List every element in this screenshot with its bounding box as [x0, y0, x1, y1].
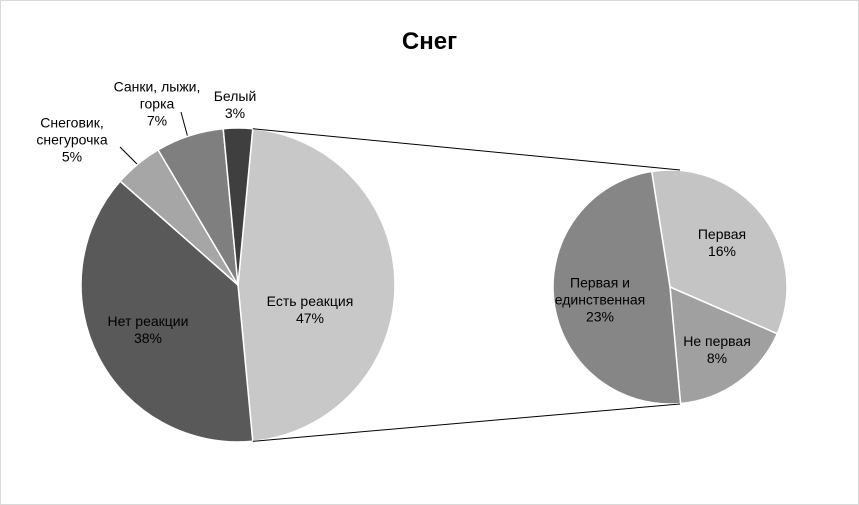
label-name: Есть реакция [266, 293, 354, 309]
pie-slice [237, 127, 396, 443]
label-value: 38% [133, 330, 163, 346]
label-value: 7% [146, 112, 168, 129]
label-value: 8% [706, 350, 728, 366]
label-name: Первая [697, 226, 747, 242]
label-value: 5% [61, 148, 83, 165]
label-value: 47% [295, 310, 325, 326]
chart-title: Снег [401, 28, 458, 55]
connector-line [252, 403, 681, 442]
data-label: Есть реакция 47% [240, 293, 380, 327]
pie-slice [669, 285, 779, 405]
label-value: 23% [585, 308, 615, 325]
data-label: Первая 16% [677, 226, 767, 260]
pie-slice [80, 180, 254, 443]
leader-line [180, 111, 189, 139]
leader-line [119, 146, 140, 167]
label-name: Первая и единственная [554, 274, 646, 308]
label-name: Санки, лыжи, горка [113, 78, 201, 112]
data-label: Нет реакции 38% [88, 313, 208, 347]
pie-slice [650, 169, 788, 335]
data-label: Белый 3% [205, 88, 265, 122]
data-label: Снеговик, снегурочка 5% [25, 115, 120, 166]
label-value: 3% [224, 105, 246, 121]
label-name: Снеговик, снегурочка [36, 114, 108, 148]
label-name: Нет реакции [107, 313, 189, 329]
label-name: Не первая [683, 333, 751, 349]
label-name: Белый [213, 88, 257, 104]
data-label: Не первая 8% [667, 333, 767, 367]
data-label: Санки, лыжи, горка 7% [110, 79, 205, 130]
pie-slice [222, 127, 254, 286]
data-label: Первая и единственная 23% [548, 275, 653, 326]
label-value: 16% [707, 243, 737, 259]
connector-line [252, 128, 681, 171]
pie-slice [552, 170, 682, 405]
